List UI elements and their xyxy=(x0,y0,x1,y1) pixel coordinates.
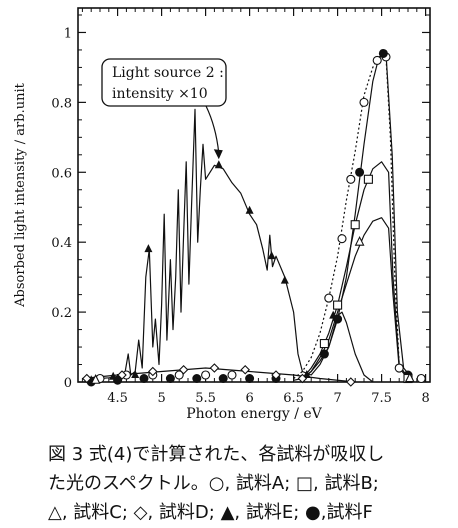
marker-circle-open xyxy=(416,373,426,384)
series-markers xyxy=(82,48,426,387)
figure-caption: 図 3 式(4)で計算された、各試料が吸収し た光のスペクトル。○, 試料A; … xyxy=(48,440,450,527)
marker-diamond-open xyxy=(178,364,189,375)
marker-circle-filled xyxy=(165,374,175,384)
annotation-arrow xyxy=(205,105,220,154)
marker-circle-open xyxy=(359,97,369,107)
marker-square-open xyxy=(319,339,329,349)
x-tick-label: 8 xyxy=(421,391,429,406)
marker-circle-open xyxy=(174,370,184,380)
marker-triangle-filled xyxy=(302,370,311,379)
marker-circle-filled xyxy=(139,374,149,384)
marker-circle-open xyxy=(201,370,211,380)
x-tick-label: 4.5 xyxy=(107,391,128,406)
marker-circle-open xyxy=(337,234,347,244)
annotation-line-2: intensity ×10 xyxy=(112,86,208,102)
marker-triangle-filled xyxy=(280,275,289,284)
marker-square-open xyxy=(350,220,360,230)
caption-line-1: 図 3 式(4)で計算された、各試料が吸収し xyxy=(48,444,385,465)
annotation: Light source 2 : intensity ×10 xyxy=(101,58,227,160)
series-lines xyxy=(82,52,413,383)
y-axis-label: Absorbed light intensity / arb.unit xyxy=(13,82,28,307)
marker-triangle-filled xyxy=(245,205,254,214)
x-tick-label: 6.5 xyxy=(283,391,304,406)
annotation-box xyxy=(101,58,227,107)
marker-square-open xyxy=(333,300,343,310)
marker-diamond-open xyxy=(148,366,158,377)
marker-diamond-open xyxy=(240,364,250,375)
marker-circle-filled xyxy=(218,374,228,384)
marker-circle-open xyxy=(346,174,356,184)
x-tick-label: 5.5 xyxy=(195,391,216,406)
series-line-circle-open xyxy=(293,56,409,379)
marker-triangle-filled xyxy=(144,244,153,253)
marker-circle-filled xyxy=(378,48,388,58)
marker-triangle-filled xyxy=(131,370,140,379)
annotation-arrowhead xyxy=(213,149,223,160)
marker-circle-open xyxy=(324,293,334,303)
plot-frame xyxy=(77,7,431,383)
marker-square-open xyxy=(363,174,373,184)
axis-ticks xyxy=(78,8,430,383)
marker-circle-open xyxy=(394,363,404,373)
x-tick-label: 6 xyxy=(245,391,253,406)
marker-diamond-open xyxy=(346,377,356,387)
marker-circle-filled xyxy=(113,375,123,385)
marker-triangle-open xyxy=(404,372,415,383)
y-tick-label: 0.6 xyxy=(51,166,72,181)
tick-labels: 4.5 5 5.5 6 6.5 7 7.5 8 0 0.2 0.4 0.6 0.8 1 xyxy=(51,26,429,406)
x-tick-label: 7 xyxy=(333,391,341,406)
x-axis-label: Photon energy / eV xyxy=(186,406,322,422)
x-tick-label: 7.5 xyxy=(371,391,392,406)
marker-triangle-filled xyxy=(267,251,276,260)
marker-circle-filled xyxy=(245,374,255,384)
series-line-square-open xyxy=(301,161,409,379)
marker-circle-open xyxy=(227,370,237,380)
marker-diamond-open xyxy=(271,370,281,380)
series-line-triangle-filled xyxy=(84,108,374,383)
marker-circle-filled xyxy=(319,349,329,359)
y-tick-label: 0.8 xyxy=(51,96,72,111)
y-tick-label: 0 xyxy=(64,376,72,391)
y-tick-label: 1 xyxy=(64,26,72,41)
y-tick-label: 0.4 xyxy=(51,236,72,251)
marker-diamond-open xyxy=(297,373,308,384)
series-line-circle-filled xyxy=(293,52,413,381)
annotation-line-1: Light source 2 : xyxy=(112,65,224,81)
marker-circle-filled xyxy=(333,314,343,324)
marker-circle-filled xyxy=(192,374,202,384)
marker-circle-filled xyxy=(355,167,365,177)
marker-triangle-open xyxy=(354,235,365,246)
marker-diamond-open xyxy=(209,363,220,373)
marker-triangle-filled xyxy=(214,160,223,169)
caption-line-3: △, 試料C; ◇, 試料D; ▲, 試料E; ●,試料F xyxy=(48,502,373,523)
marker-circle-open xyxy=(372,55,382,65)
y-tick-label: 0.2 xyxy=(51,306,72,321)
marker-diamond-open xyxy=(82,373,92,384)
caption-line-2: た光のスペクトル。○, 試料A; □, 試料B; xyxy=(48,473,379,494)
x-tick-label: 5 xyxy=(157,391,165,406)
marker-diamond-open xyxy=(117,370,127,380)
marker-triangle-open xyxy=(90,374,101,384)
